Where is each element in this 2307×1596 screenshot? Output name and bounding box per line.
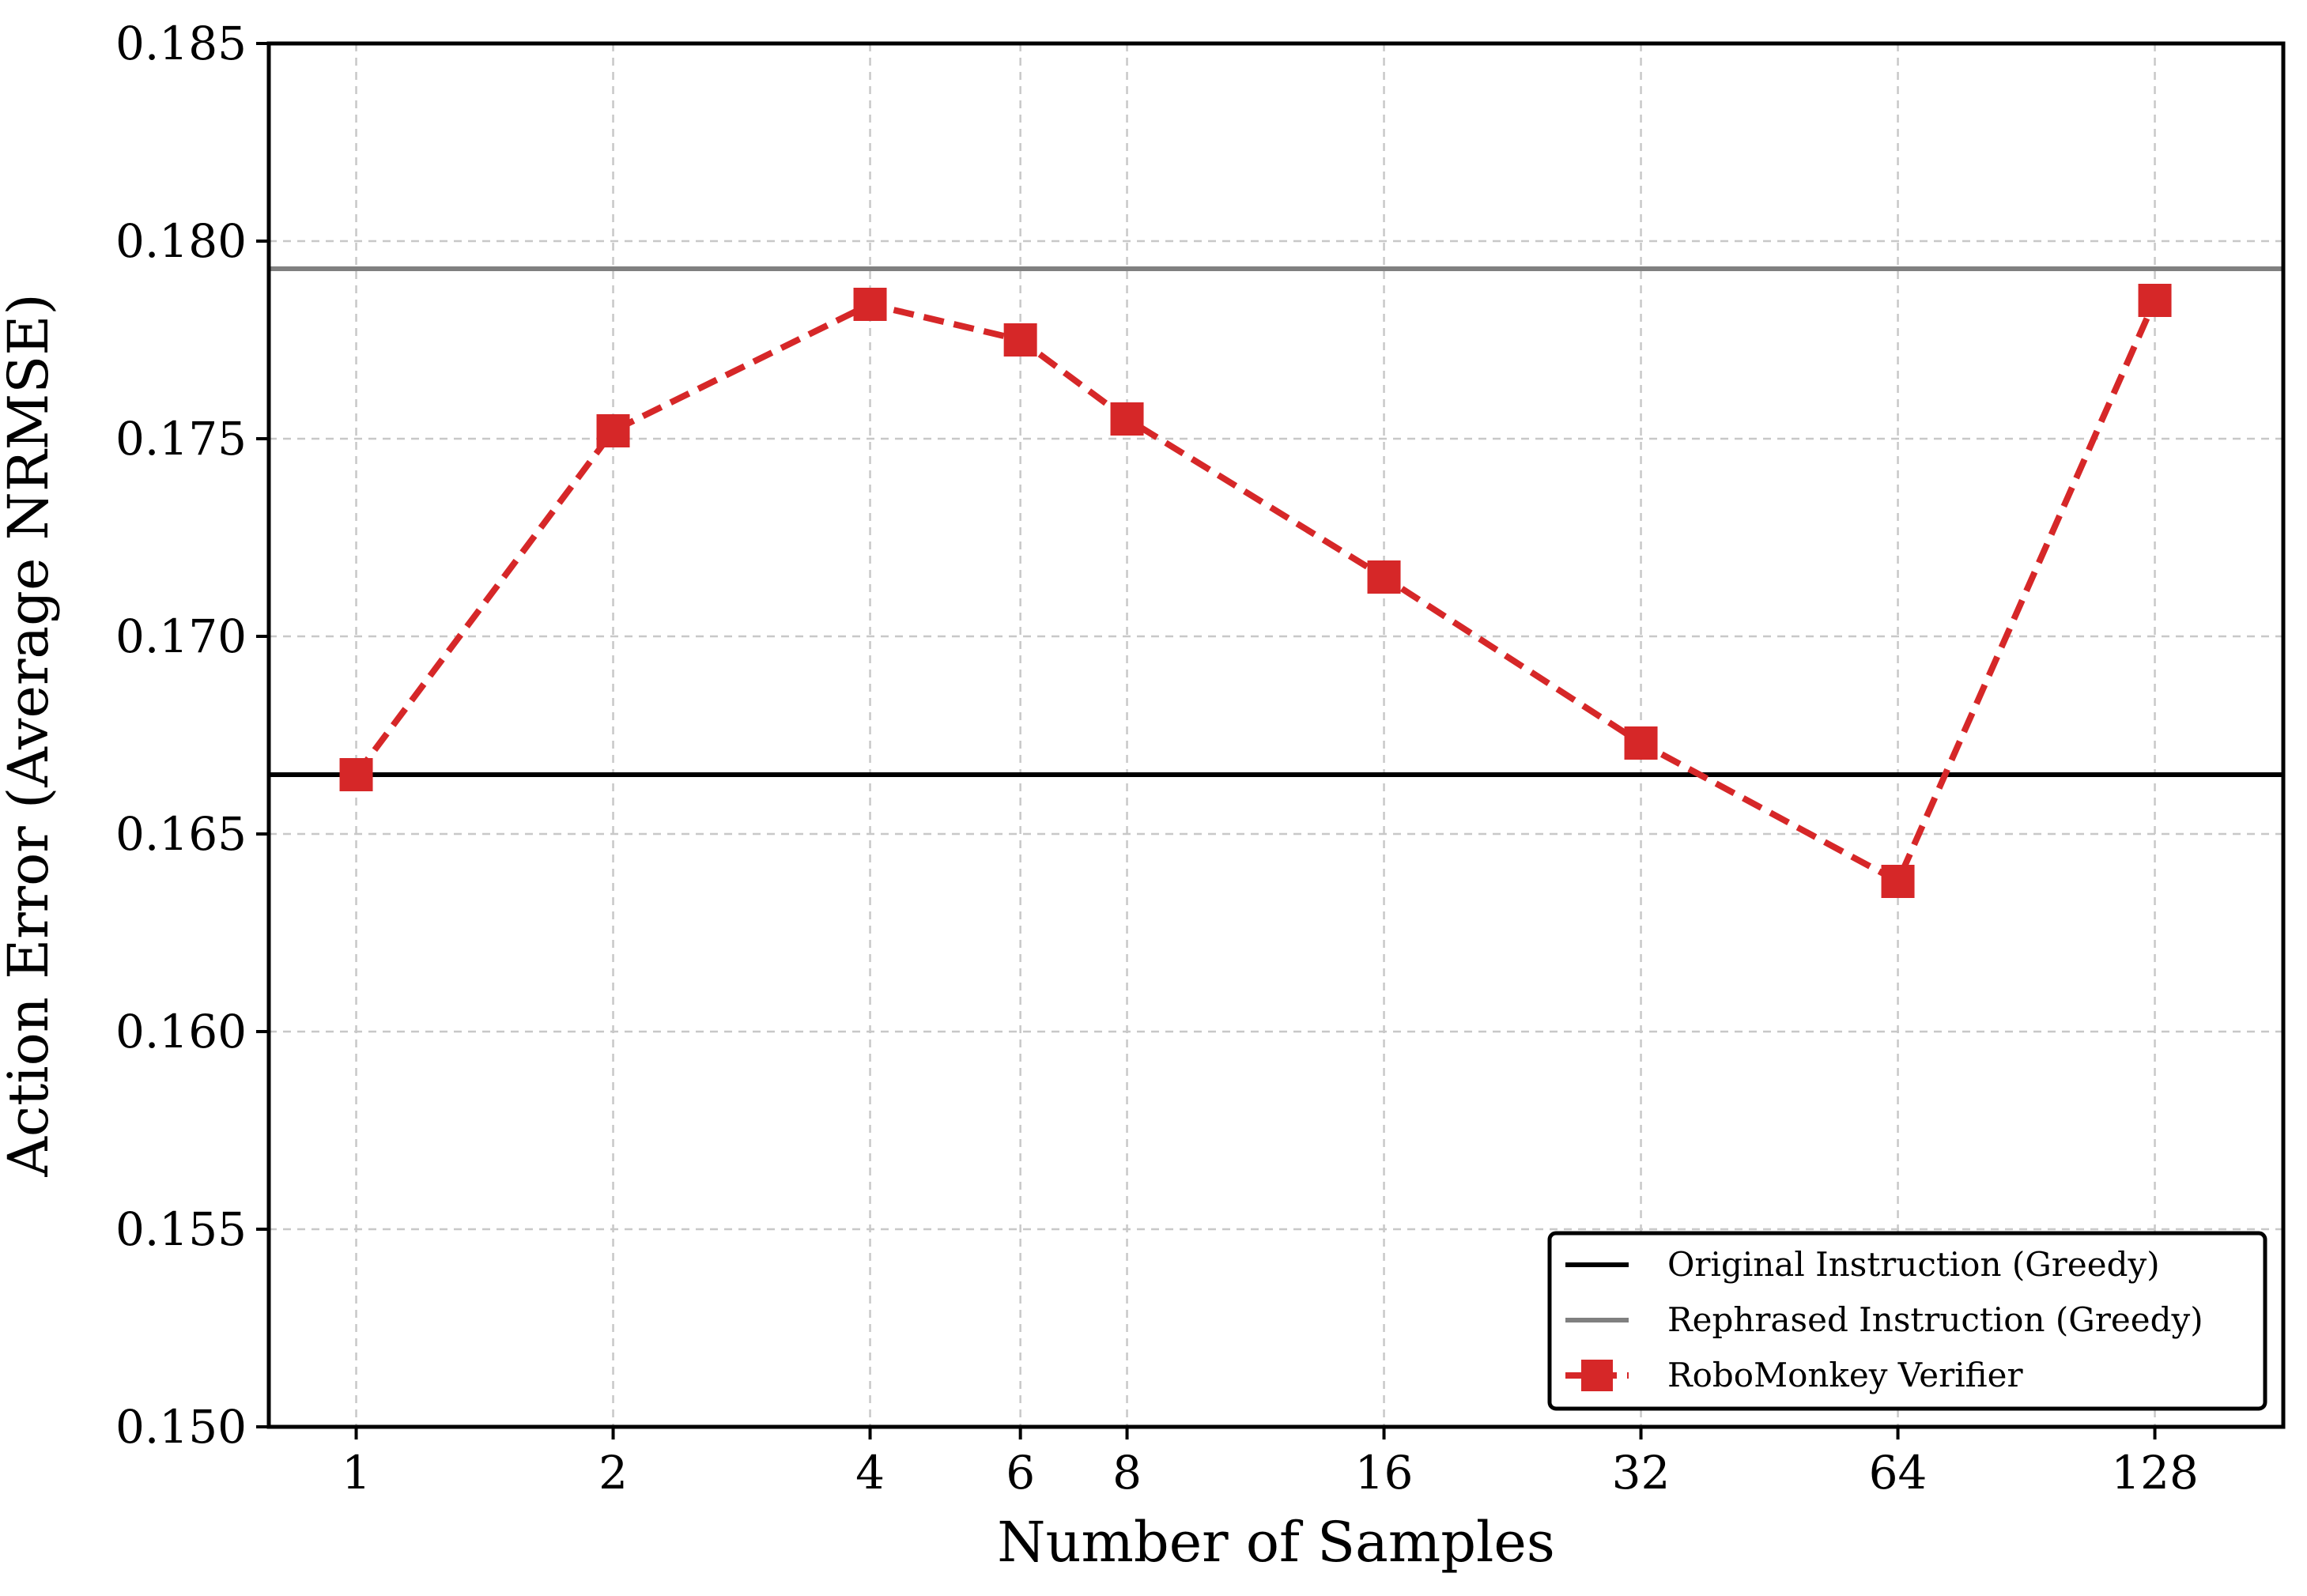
y-tick-label: 0.180 bbox=[115, 214, 247, 268]
y-tick-label: 0.185 bbox=[115, 17, 247, 70]
x-tick-label: 32 bbox=[1612, 1446, 1671, 1500]
robomonkey-data-point bbox=[596, 414, 630, 447]
plot-frame bbox=[266, 41, 2286, 1429]
legend-box bbox=[1547, 1231, 2267, 1411]
x-tick-label: 64 bbox=[1869, 1446, 1928, 1500]
robomonkey-data-point bbox=[1003, 323, 1037, 357]
y-tick-label: 0.165 bbox=[115, 807, 247, 861]
x-tick-label: 1 bbox=[342, 1446, 371, 1500]
robomonkey-data-point bbox=[1881, 865, 1915, 898]
robomonkey-data-point bbox=[1624, 726, 1658, 760]
grid bbox=[269, 42, 2283, 1428]
y-axis-title: Action Error (Average NRMSE) bbox=[0, 293, 61, 1177]
robomonkey-data-point bbox=[1367, 560, 1401, 594]
x-axis-title: Number of Samples bbox=[997, 1510, 1555, 1575]
y-tick-label: 0.170 bbox=[115, 609, 247, 663]
legend: Original Instruction (Greedy) Rephrased I… bbox=[1547, 1231, 2267, 1411]
y-tick-label: 0.150 bbox=[115, 1400, 247, 1454]
x-tick-label: 6 bbox=[1006, 1446, 1035, 1500]
robomonkey-data-point bbox=[339, 758, 373, 791]
x-tick-label: 16 bbox=[1355, 1446, 1414, 1500]
series-layer bbox=[339, 284, 2172, 898]
x-axis: 1 2 4 6 8 16 32 64 128 bbox=[342, 1427, 2199, 1500]
legend-item-original-label: Original Instruction (Greedy) bbox=[1667, 1245, 2160, 1284]
legend-item-robomonkey-label: RoboMonkey Verifier bbox=[1667, 1356, 2024, 1394]
x-tick-label: 8 bbox=[1112, 1446, 1142, 1500]
robomonkey-data-point bbox=[2138, 284, 2172, 317]
y-tick-label: 0.155 bbox=[115, 1202, 247, 1256]
legend-item-rephrased-label: Rephrased Instruction (Greedy) bbox=[1667, 1300, 2203, 1339]
robomonkey-data-point bbox=[1110, 402, 1144, 436]
x-tick-label: 2 bbox=[598, 1446, 628, 1500]
y-axis: 0.150 0.155 0.160 0.165 0.170 0.175 0.180 0.185 bbox=[115, 17, 269, 1454]
y-tick-label: 0.175 bbox=[115, 412, 247, 466]
legend-item-robomonkey-swatch-marker bbox=[1581, 1360, 1613, 1391]
x-tick-label: 4 bbox=[855, 1446, 885, 1500]
y-tick-label: 0.160 bbox=[115, 1005, 247, 1058]
robomonkey-data-point bbox=[853, 288, 887, 321]
x-tick-label: 128 bbox=[2111, 1446, 2199, 1500]
